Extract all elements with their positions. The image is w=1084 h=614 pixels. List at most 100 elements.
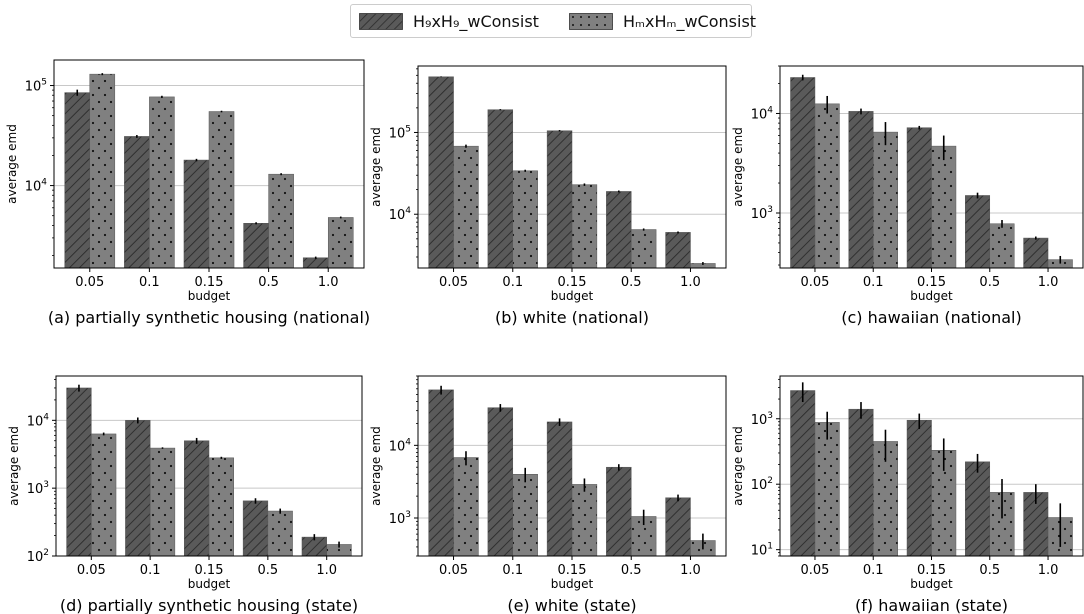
- x-tick-label: 0.5: [258, 275, 279, 290]
- x-tick-label: 0.15: [558, 275, 587, 290]
- plot-frame: [417, 375, 727, 557]
- bar-hatched: [243, 223, 269, 269]
- bar-hatched: [790, 77, 816, 269]
- bar-dotted: [571, 184, 598, 269]
- bar-hatched: [906, 419, 932, 557]
- legend-entry-dotted: HₘxHₘ_wConsist: [569, 11, 756, 31]
- panel-caption: (d) partially synthetic housing (state): [60, 596, 358, 614]
- bar-hatched: [1023, 237, 1049, 269]
- legend-swatch-hatched: [359, 12, 403, 30]
- panel-caption: (b) white (national): [495, 308, 649, 327]
- bar-dotted: [89, 73, 116, 269]
- bar-dotted: [630, 229, 657, 269]
- x-tick-label: 0.15: [558, 563, 587, 578]
- bar-hatched: [302, 257, 329, 269]
- y-tick-label: 104: [389, 437, 412, 454]
- bar-dotted: [327, 217, 354, 269]
- bar-dotted: [814, 422, 840, 557]
- bar-dotted: [872, 131, 898, 269]
- x-tick-label: 0.1: [140, 563, 161, 578]
- plot-frame: [53, 59, 365, 269]
- x-tick-label: 0.15: [917, 275, 946, 290]
- y-tick-label: 105: [25, 78, 47, 95]
- x-tick-label: 0.05: [439, 563, 468, 578]
- bar-dotted: [512, 474, 538, 557]
- y-tick-label: 102: [27, 548, 49, 565]
- x-tick-label: 1.0: [1038, 275, 1059, 290]
- legend-swatch-dotted: [569, 12, 613, 30]
- chart-panel-4: 102 103 104 0.05 0.1 0.15 0.5 1.0 budget average …: [7, 375, 363, 614]
- bar-hatched: [906, 127, 932, 269]
- bar-hatched: [665, 497, 691, 557]
- bar-hatched: [428, 389, 454, 557]
- x-tick-label: 0.05: [77, 563, 106, 578]
- x-tick-label: 0.1: [863, 275, 884, 290]
- y-axis-label: average emd: [5, 124, 19, 204]
- y-axis-label: average emd: [731, 426, 745, 506]
- bar-hatched: [487, 407, 514, 557]
- bar-hatched: [965, 195, 991, 269]
- y-axis-label: average emd: [369, 127, 383, 207]
- x-tick-label: 0.5: [621, 275, 642, 290]
- bar-dotted: [512, 170, 538, 269]
- y-tick-label: 104: [389, 206, 412, 223]
- x-tick-label: 1.0: [1038, 563, 1059, 578]
- bar-hatched: [546, 130, 573, 269]
- y-axis-label: average emd: [369, 426, 383, 506]
- bar-dotted: [267, 510, 293, 557]
- x-axis-label: budget: [551, 577, 594, 591]
- x-tick-label: 0.1: [502, 563, 523, 578]
- y-tick-label: 104: [27, 412, 50, 429]
- x-tick-label: 1.0: [318, 275, 339, 290]
- panel-caption: (a) partially synthetic housing (nationa…: [48, 308, 370, 327]
- bar-hatched: [546, 421, 573, 557]
- bar-hatched: [848, 111, 874, 269]
- bar-dotted: [208, 457, 234, 557]
- chart-panel-2: 104 105 0.05 0.1 0.15 0.5 1.0 budget average emd…: [369, 65, 727, 327]
- legend-label-hatched: H₉xH₉_wConsist: [413, 11, 539, 31]
- bar-dotted: [149, 447, 176, 557]
- bar-dotted: [931, 145, 957, 269]
- bar-dotted: [208, 111, 235, 269]
- bar-hatched: [665, 232, 691, 269]
- bar-hatched: [790, 390, 816, 557]
- plot-frame: [779, 375, 1084, 557]
- x-tick-label: 0.5: [979, 563, 1000, 578]
- chart-panel-3: 103 104 0.05 0.1 0.15 0.5 1.0 budget average emd…: [731, 65, 1084, 327]
- bar-hatched: [606, 191, 632, 269]
- x-axis-label: budget: [910, 289, 953, 303]
- bar-hatched: [487, 109, 514, 269]
- legend: H₉xH₉_wConsist HₘxHₘ_wConsist: [350, 4, 756, 38]
- bar-hatched: [848, 408, 874, 557]
- x-tick-label: 0.1: [139, 275, 160, 290]
- bar-dotted: [91, 433, 117, 557]
- legend-entry-hatched: H₉xH₉_wConsist: [359, 11, 539, 31]
- y-axis-label: average emd: [731, 127, 745, 207]
- bar-hatched: [606, 466, 632, 557]
- bar-hatched: [965, 461, 991, 557]
- bar-dotted: [268, 173, 294, 269]
- bar-dotted: [453, 145, 479, 269]
- x-tick-label: 0.5: [979, 275, 1000, 290]
- x-tick-label: 1.0: [680, 275, 701, 290]
- y-tick-label: 103: [751, 411, 773, 428]
- bar-hatched: [183, 159, 210, 269]
- x-tick-label: 0.05: [800, 275, 829, 290]
- x-tick-label: 0.1: [502, 275, 523, 290]
- x-tick-label: 0.05: [439, 275, 468, 290]
- x-tick-label: 0.5: [621, 563, 642, 578]
- panel-caption: (c) hawaiian (national): [841, 308, 1021, 327]
- bar-hatched: [124, 136, 150, 269]
- x-tick-label: 0.05: [75, 275, 104, 290]
- chart-panel-6: 101 102 103 0.05 0.1 0.15 0.5 1.0 budget average …: [731, 375, 1084, 614]
- y-tick-label: 105: [389, 124, 411, 141]
- x-tick-label: 1.0: [316, 563, 337, 578]
- bar-hatched: [125, 420, 151, 557]
- x-axis-label: budget: [188, 289, 231, 303]
- panel-caption: (e) white (state): [507, 596, 636, 614]
- x-tick-label: 1.0: [680, 563, 701, 578]
- y-tick-label: 103: [27, 480, 49, 497]
- bar-hatched: [428, 76, 454, 269]
- bar-dotted: [149, 96, 175, 269]
